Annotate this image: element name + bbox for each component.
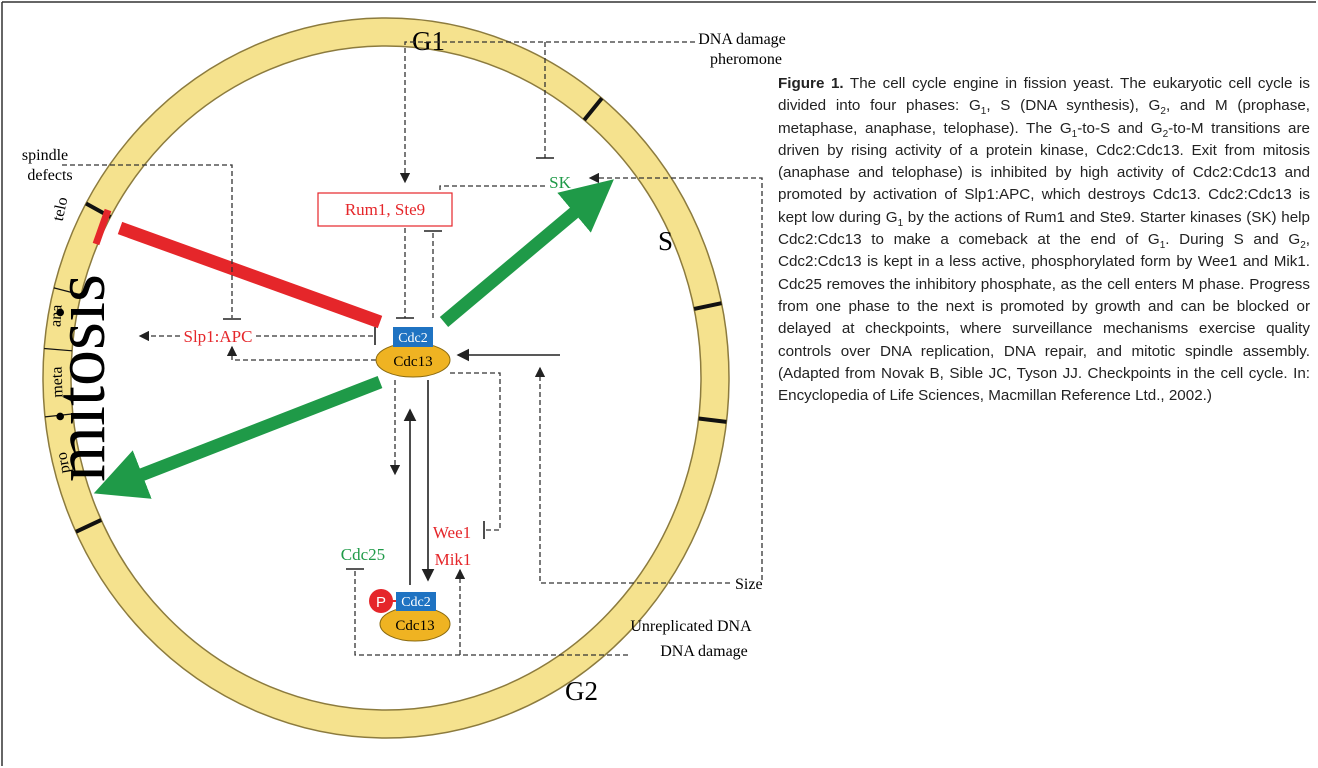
molecule-label: Wee1 (433, 523, 471, 542)
activation-arrow (93, 375, 383, 499)
caption-subscript: 1 (980, 106, 987, 118)
phosphate-shape (369, 589, 393, 613)
caption-subscript: 2 (1162, 128, 1169, 140)
caption-text: . During S and G (1165, 231, 1301, 249)
phase-divider (582, 96, 604, 122)
caption-subscript: 2 (1300, 240, 1306, 252)
caption-label: Figure 1. (778, 75, 844, 92)
cdc2-shape (396, 592, 436, 611)
phase-divider (53, 287, 82, 296)
phase-divider (75, 518, 103, 534)
signal-label: Unreplicated DNA (630, 618, 752, 635)
phase-divider (44, 413, 73, 418)
caption-subscript: 1 (1159, 240, 1166, 252)
phase-label: S (658, 226, 673, 256)
caption-text: -to-M transitions are driven by rising a… (778, 119, 1310, 226)
caption-subscript: 1 (897, 217, 904, 229)
signal-label: DNA damage (698, 31, 786, 48)
cell-cycle-ring (42, 17, 730, 739)
caption-text: by the actions of Rum1 and Ste9. Starter… (778, 208, 1310, 249)
molecule-label: Rum1, Ste9 (345, 200, 425, 219)
mitosis-label: mitosis (40, 274, 120, 482)
molecule-label: Cdc13 (393, 354, 432, 370)
caption-subscript: 1 (1071, 128, 1078, 140)
activation-arrow (439, 179, 614, 327)
caption-text: -to-S and G (1077, 119, 1163, 137)
molecule-label: Mik1 (435, 550, 472, 569)
molecule-label: P (376, 594, 386, 611)
signal-label: pheromone (710, 51, 782, 68)
caption-text: , and M (prophase, metaphase, anaphase, … (778, 97, 1310, 137)
signal-label: DNA damage (660, 643, 748, 660)
molecule-label: Slp1:APC (184, 327, 253, 346)
molecule-label: Cdc25 (341, 545, 385, 564)
figure-caption: Figure 1. The cell cycle engine in fissi… (778, 73, 1310, 407)
mitosis-phase: ana (47, 304, 65, 327)
molecule-label: SK (549, 173, 571, 192)
phase-dividers (44, 96, 727, 534)
phase-divider (698, 416, 727, 424)
inhibition-bar (92, 208, 112, 246)
phase-label: G1 (412, 26, 445, 56)
signal-label: spindle (22, 147, 68, 164)
signal-label: defects (27, 167, 72, 184)
signal-label: Size (735, 576, 763, 593)
phase-divider (693, 301, 722, 311)
mitosis-phase: pro (53, 451, 73, 475)
caption-subscript: 2 (1160, 106, 1166, 118)
inhibition-arrow (117, 221, 383, 329)
caption-text: , Cdc2:Cdc13 is kept in a less active, p… (778, 231, 1310, 405)
mitosis-phase: meta (48, 366, 66, 398)
rum1-ste9-box (317, 192, 453, 227)
phase-label: G2 (565, 676, 598, 706)
mitosis-phase: telo (50, 196, 72, 223)
cdc2-shape (393, 327, 433, 347)
molecule-label: Cdc2 (398, 331, 428, 346)
caption-text: The cell cycle engine in fission yeast. … (778, 75, 1311, 115)
molecule-label: Cdc2 (401, 595, 431, 610)
molecule-label: Cdc13 (395, 618, 434, 634)
phase-divider (44, 347, 73, 352)
caption-text: , S (DNA synthesis), G (986, 97, 1161, 115)
